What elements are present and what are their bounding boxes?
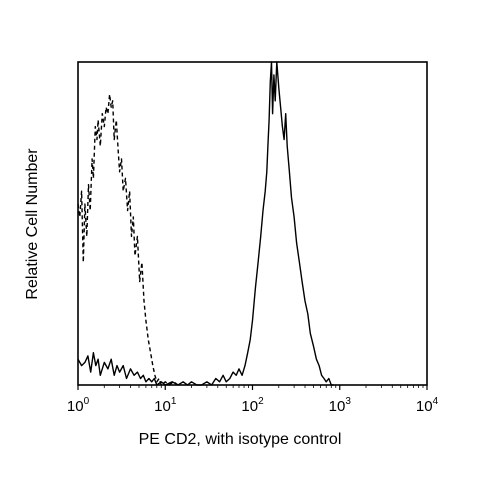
x-axis-ticks: 100 101 102 103 104 bbox=[67, 385, 439, 415]
x-tick-label: 102 bbox=[241, 396, 264, 415]
x-tick-label: 104 bbox=[416, 396, 439, 415]
cd2-histogram bbox=[77, 61, 334, 386]
isotype-control-histogram bbox=[77, 93, 179, 386]
x-tick-label: 101 bbox=[154, 396, 177, 415]
x-axis-title: PE CD2, with isotype control bbox=[139, 431, 342, 448]
plot-frame bbox=[77, 61, 428, 386]
series-layer bbox=[77, 61, 334, 386]
x-tick-label: 103 bbox=[329, 396, 352, 415]
y-axis-title: Relative Cell Number bbox=[24, 148, 41, 300]
x-tick-label: 100 bbox=[67, 396, 90, 415]
